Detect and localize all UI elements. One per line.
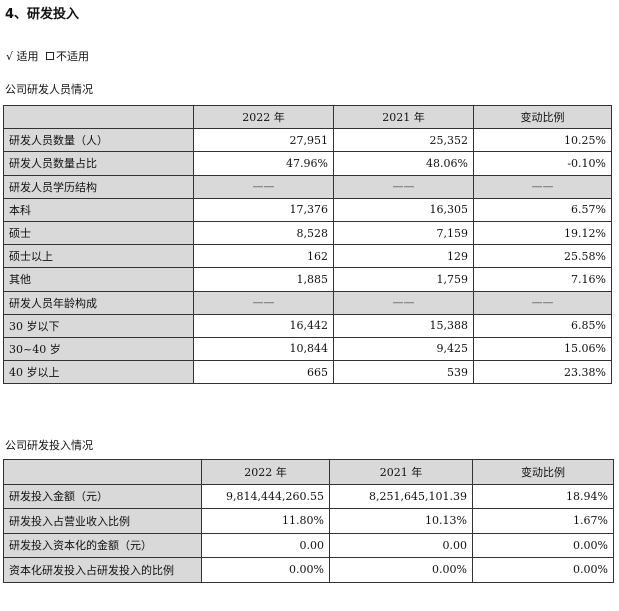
change-ratio: 7.16% xyxy=(473,267,612,292)
change-ratio: 19.12% xyxy=(473,220,612,246)
table-row: 研发人员数量（人） 27,951 25,352 10.25% xyxy=(3,128,612,153)
value-2021: 16,305 xyxy=(333,197,474,222)
value-2022: 1,885 xyxy=(193,267,334,292)
value-2022: 17,376 xyxy=(193,197,334,222)
table-row: 其他 1,885 1,759 7.16% xyxy=(3,267,612,292)
value-2022: 10,844 xyxy=(193,336,334,362)
investment-table: 2022 年 2021 年 变动比例 研发投入金额（元） 9,814,444,2… xyxy=(3,459,614,583)
change-ratio: 6.85% xyxy=(473,313,612,338)
value-2022: —— xyxy=(193,174,334,199)
header-cell: 变动比例 xyxy=(472,459,614,485)
row-label: 研发人员数量（人） xyxy=(3,128,194,153)
applicability-indicator: √ 适用 不适用 xyxy=(6,48,89,64)
value-2021: 25,352 xyxy=(333,128,474,153)
value-2021: —— xyxy=(333,290,474,315)
row-label: 资本化研发投入占研发投入的比例 xyxy=(3,557,202,583)
value-2022: 47.96% xyxy=(193,151,334,176)
row-label: 30~40 岁 xyxy=(3,336,194,362)
header-cell: 2022 年 xyxy=(193,104,334,130)
change-ratio: —— xyxy=(473,290,612,315)
header-cell: 2021 年 xyxy=(333,104,474,130)
header-cell: 2022 年 xyxy=(201,459,330,485)
row-label: 研发人员学历结构 xyxy=(3,174,194,199)
change-ratio: 18.94% xyxy=(472,483,614,509)
table-header-row: 2022 年 2021 年 变动比例 xyxy=(3,459,614,485)
table-row: 硕士以上 162 129 25.58% xyxy=(3,244,612,269)
table-row: 研发投入占营业收入比例 11.80% 10.13% 1.67% xyxy=(3,508,614,534)
value-2022: —— xyxy=(193,290,334,315)
row-label: 硕士以上 xyxy=(3,244,194,269)
table-row: 研发投入资本化的金额（元） 0.00 0.00 0.00% xyxy=(3,532,614,558)
value-2021: 48.06% xyxy=(333,151,474,176)
table-row: 硕士 8,528 7,159 19.12% xyxy=(3,220,612,246)
change-ratio: 25.58% xyxy=(473,244,612,269)
table-row: 资本化研发投入占研发投入的比例 0.00% 0.00% 0.00% xyxy=(3,557,614,583)
change-ratio: 15.06% xyxy=(473,336,612,362)
table-row: 研发人员数量占比 47.96% 48.06% -0.10% xyxy=(3,151,612,176)
header-cell xyxy=(3,459,202,485)
section-heading: 4、研发投入 xyxy=(5,7,80,22)
value-2022: 162 xyxy=(193,244,334,269)
row-label: 研发人员年龄构成 xyxy=(3,290,194,315)
table-row: 研发人员年龄构成 —— —— —— xyxy=(3,290,612,315)
value-2021: 0.00 xyxy=(329,532,473,558)
change-ratio: -0.10% xyxy=(473,151,612,176)
not-applicable-label: 不适用 xyxy=(56,50,90,63)
header-cell: 2021 年 xyxy=(329,459,473,485)
value-2021: —— xyxy=(333,174,474,199)
table-row: 研发投入金额（元） 9,814,444,260.55 8,251,645,101… xyxy=(3,483,614,509)
personnel-table-title: 公司研发人员情况 xyxy=(5,83,93,96)
row-label: 研发投入占营业收入比例 xyxy=(3,508,202,534)
empty-checkbox-icon xyxy=(46,52,55,60)
value-2021: 10.13% xyxy=(329,508,473,534)
table-row: 研发人员学历结构 —— —— —— xyxy=(3,174,612,199)
value-2021: 539 xyxy=(333,360,474,385)
value-2022: 27,951 xyxy=(193,128,334,153)
change-ratio: 0.00% xyxy=(472,557,614,583)
table-header-row: 2022 年 2021 年 变动比例 xyxy=(3,104,612,130)
change-ratio: 23.38% xyxy=(473,360,612,385)
row-label: 其他 xyxy=(3,267,194,292)
change-ratio: 0.00% xyxy=(472,532,614,558)
value-2022: 16,442 xyxy=(193,313,334,338)
value-2022: 8,528 xyxy=(193,220,334,246)
change-ratio: 1.67% xyxy=(472,508,614,534)
value-2021: 15,388 xyxy=(333,313,474,338)
row-label: 研发投入金额（元） xyxy=(3,483,202,509)
row-label: 研发人员数量占比 xyxy=(3,151,194,176)
value-2022: 0.00 xyxy=(201,532,330,558)
applicable-label: 适用 xyxy=(16,50,39,63)
value-2022: 665 xyxy=(193,360,334,385)
value-2021: 7,159 xyxy=(333,220,474,246)
change-ratio: 10.25% xyxy=(473,128,612,153)
change-ratio: 6.57% xyxy=(473,197,612,222)
table-row: 40 岁以上 665 539 23.38% xyxy=(3,360,612,385)
value-2022: 11.80% xyxy=(201,508,330,534)
value-2022: 9,814,444,260.55 xyxy=(201,483,330,509)
investment-table-title: 公司研发投入情况 xyxy=(5,439,93,452)
row-label: 30 岁以下 xyxy=(3,313,194,338)
check-mark-icon: √ xyxy=(6,50,14,63)
change-ratio: —— xyxy=(473,174,612,199)
value-2021: 0.00% xyxy=(329,557,473,583)
row-label: 研发投入资本化的金额（元） xyxy=(3,532,202,558)
row-label: 40 岁以上 xyxy=(3,360,194,385)
table-row: 本科 17,376 16,305 6.57% xyxy=(3,197,612,222)
value-2021: 129 xyxy=(333,244,474,269)
row-label: 本科 xyxy=(3,197,194,222)
value-2021: 9,425 xyxy=(333,336,474,362)
value-2021: 8,251,645,101.39 xyxy=(329,483,473,509)
row-label: 硕士 xyxy=(3,220,194,246)
value-2021: 1,759 xyxy=(333,267,474,292)
personnel-table: 2022 年 2021 年 变动比例 研发人员数量（人） 27,951 25,3… xyxy=(3,104,612,385)
header-cell: 变动比例 xyxy=(473,104,612,130)
table-row: 30~40 岁 10,844 9,425 15.06% xyxy=(3,336,612,362)
value-2022: 0.00% xyxy=(201,557,330,583)
table-row: 30 岁以下 16,442 15,388 6.85% xyxy=(3,313,612,338)
header-cell xyxy=(3,104,194,130)
